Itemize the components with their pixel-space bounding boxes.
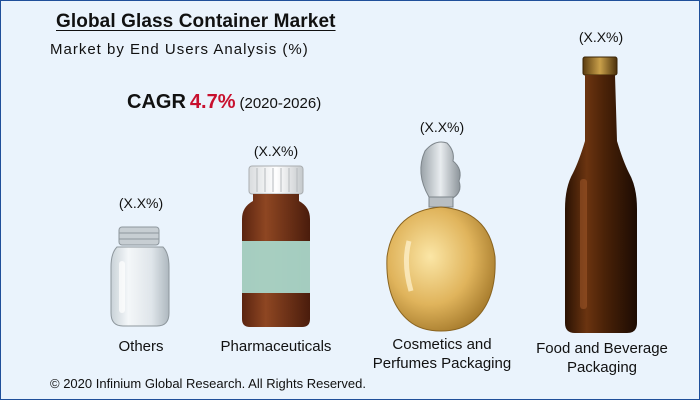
category-label-line: Cosmetics and [392, 336, 492, 353]
chart-subtitle: Market by End Users Analysis (%) [50, 41, 309, 58]
category-label-line: Others [118, 338, 164, 355]
value-label-food-beverage: (X.X%) [578, 29, 624, 45]
category-label-line: Packaging [566, 359, 638, 376]
copyright-footer: © 2020 Infinium Global Research. All Rig… [50, 376, 366, 391]
value-label-pharmaceuticals: (X.X%) [253, 143, 299, 159]
category-label-cosmetics: Cosmetics and Perfumes Packaging [373, 335, 511, 373]
cagr-callout: CAGR 4.7% (2020-2026) [127, 91, 321, 114]
category-label-pharmaceuticals: Pharmaceuticals [221, 337, 332, 356]
cagr-label: CAGR [127, 91, 186, 113]
category-label-line: Pharmaceuticals [220, 338, 332, 355]
category-label-line: Food and Beverage [536, 340, 668, 357]
category-label-food-beverage: Food and Beverage Packaging [536, 339, 668, 377]
value-label-others: (X.X%) [118, 195, 164, 211]
category-label-others: Others [118, 337, 163, 356]
chart-title: Global Glass Container Market [56, 11, 336, 32]
category-label-line: Perfumes Packaging [372, 355, 512, 372]
cagr-period: (2020-2026) [239, 95, 322, 112]
cagr-value: 4.7% [189, 91, 236, 113]
value-label-cosmetics: (X.X%) [419, 119, 465, 135]
